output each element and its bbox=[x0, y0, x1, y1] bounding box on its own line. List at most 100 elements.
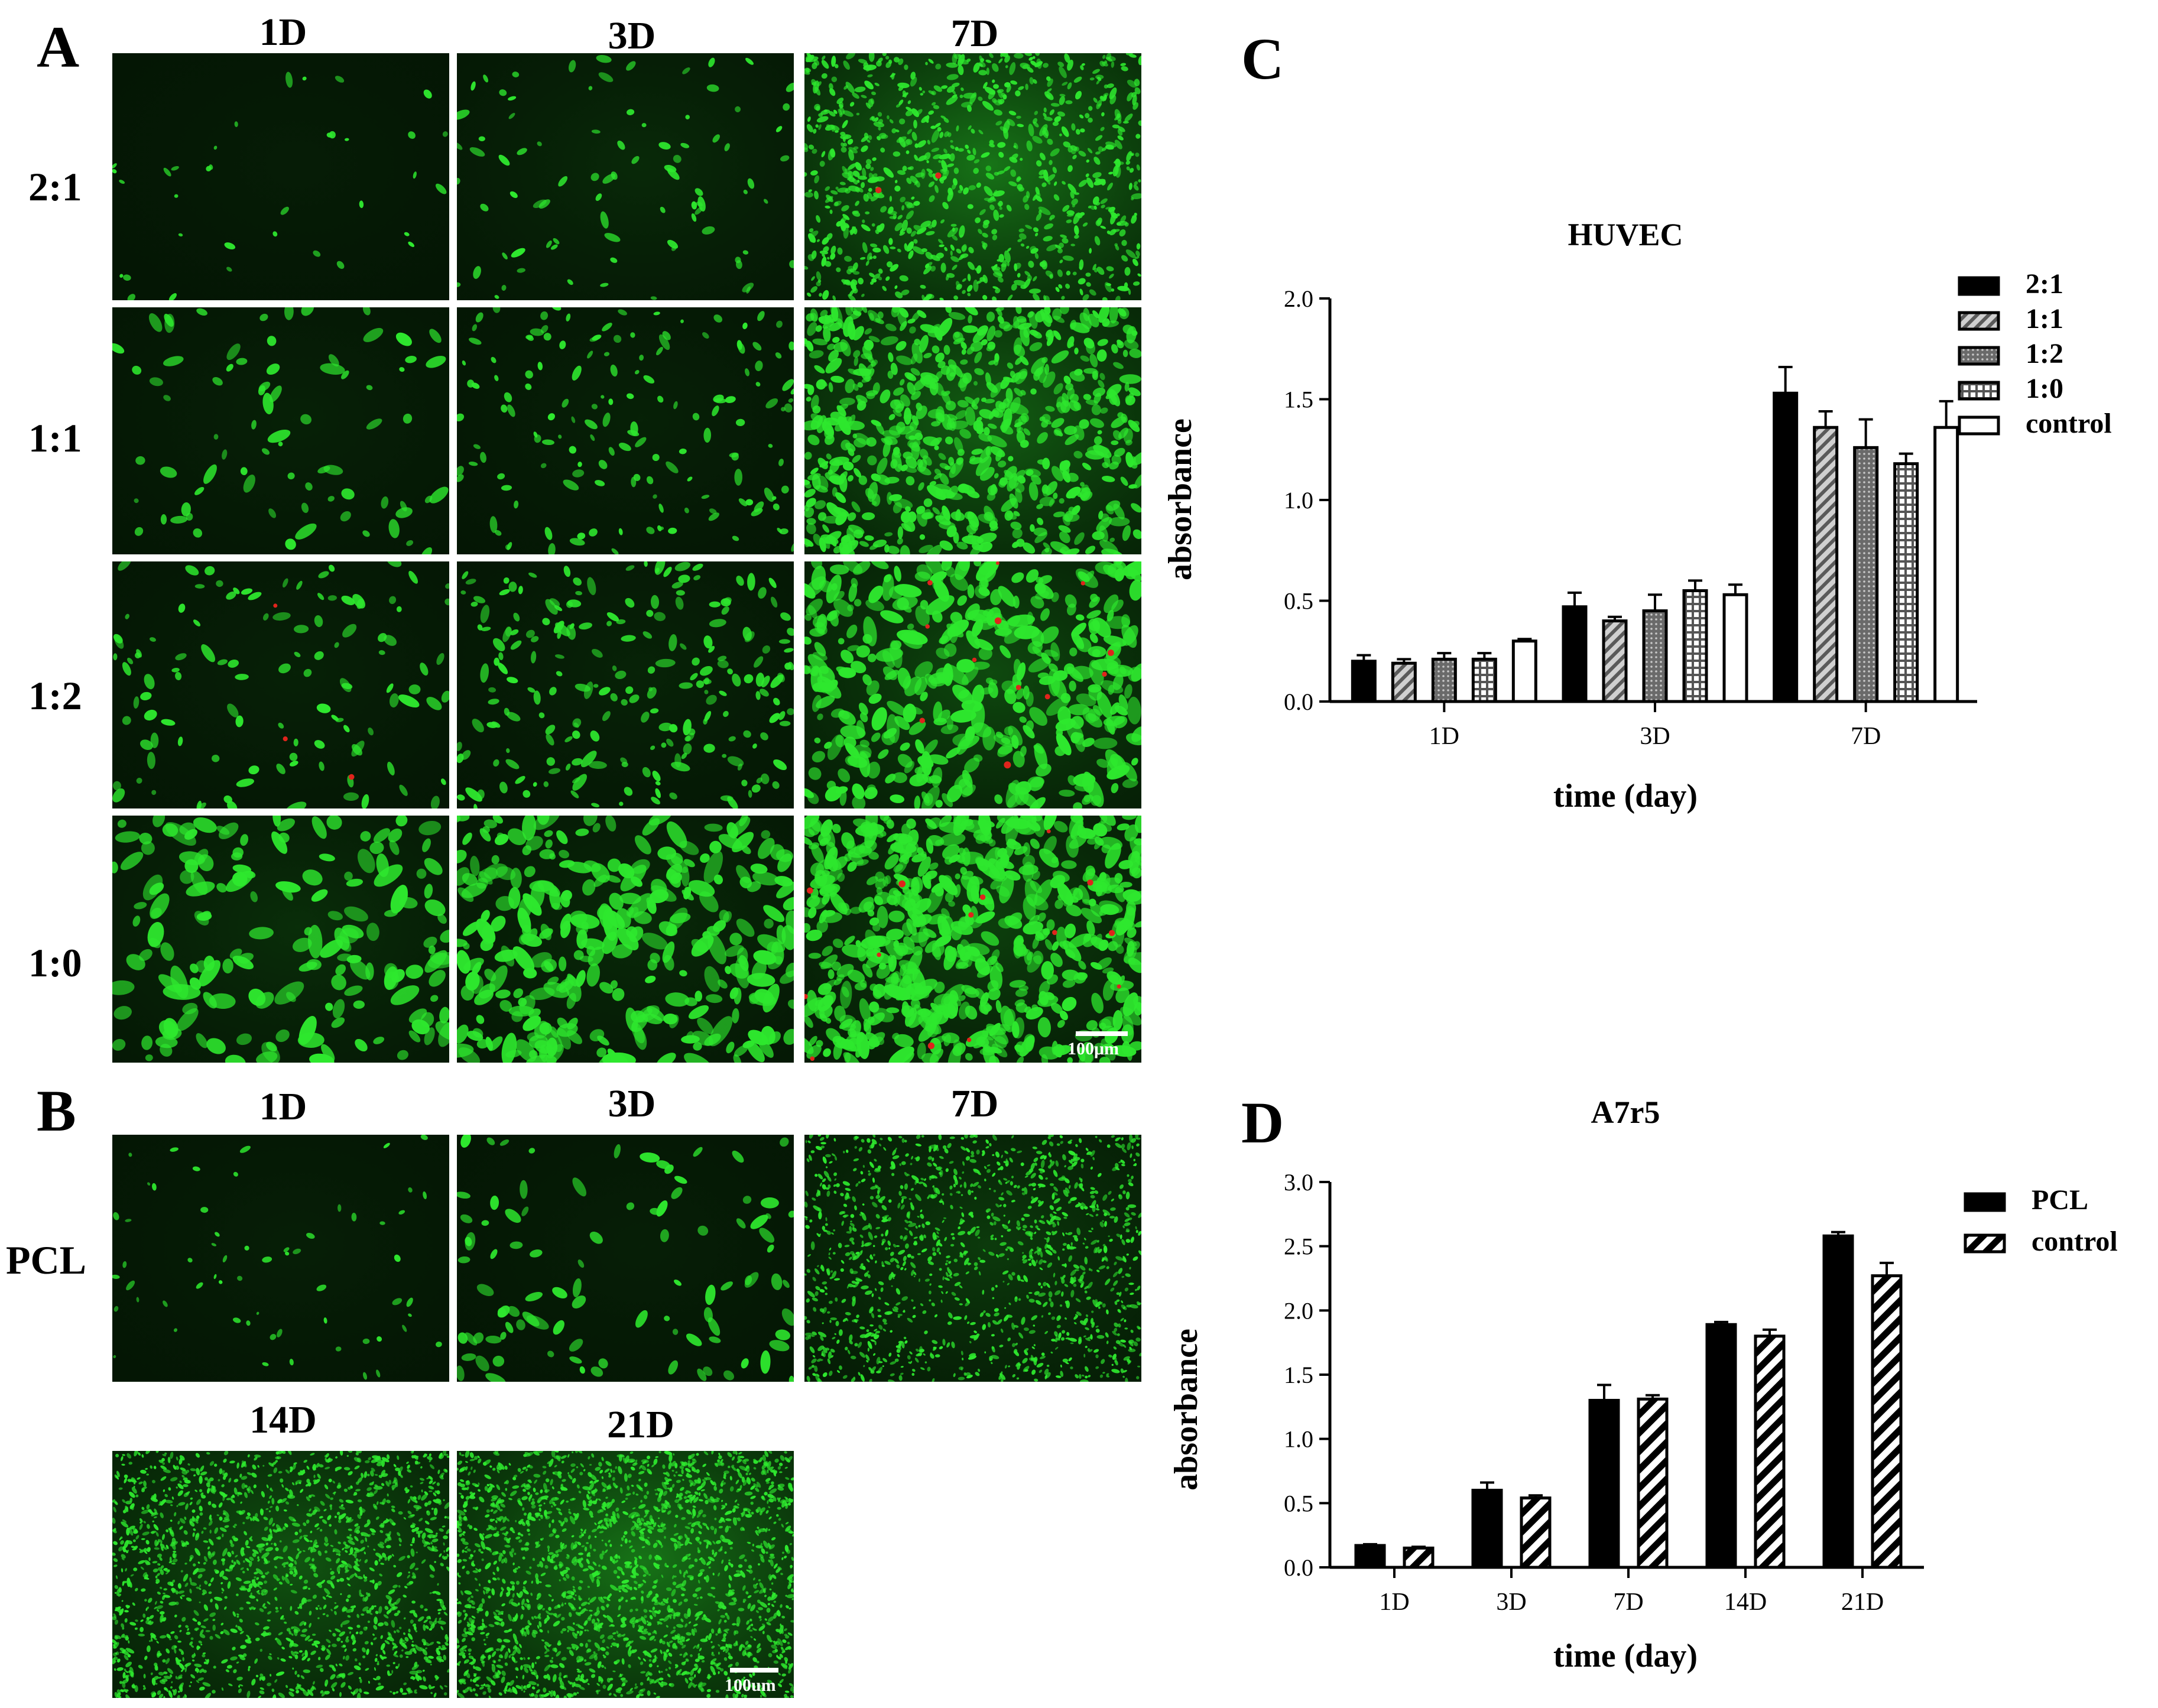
y-tick-label: 0.5 bbox=[1284, 588, 1313, 615]
panel-c-letter: C bbox=[1241, 26, 1284, 92]
bar bbox=[1520, 1496, 1552, 1569]
bar bbox=[1511, 639, 1537, 703]
panel-b-letter: B bbox=[37, 1078, 76, 1144]
micrograph-a-1-0-1d bbox=[112, 816, 449, 1063]
micrograph-a-1-0-7d bbox=[804, 816, 1141, 1063]
panel-b-col-label-1d: 1D bbox=[259, 1085, 307, 1128]
bar bbox=[1754, 1334, 1786, 1569]
micrograph-a-2-1-1d bbox=[112, 53, 449, 300]
legend-label: 1:1 bbox=[2026, 303, 2063, 335]
bar bbox=[1471, 1489, 1503, 1569]
panel-b-scale-bar-label: 100um bbox=[725, 1675, 776, 1695]
bar bbox=[1391, 661, 1417, 703]
x-axis-label: time (day) bbox=[1553, 778, 1698, 814]
micrograph-a-2-1-3d bbox=[457, 53, 794, 300]
panel-d-letter: D bbox=[1241, 1090, 1284, 1155]
bar bbox=[1403, 1546, 1435, 1569]
bar bbox=[1431, 657, 1457, 703]
y-tick-label: 1.0 bbox=[1284, 1426, 1313, 1453]
legend-label: control bbox=[2032, 1226, 2118, 1257]
panel-b-col-label-3d: 3D bbox=[608, 1082, 656, 1125]
legend-label: 1:0 bbox=[2026, 373, 2063, 404]
panel-a-col-label-3d: 3D bbox=[608, 14, 656, 57]
legend-swatch bbox=[1958, 276, 2000, 296]
y-tick-label: 0.0 bbox=[1284, 1554, 1313, 1581]
micrograph-a-1-1-7d bbox=[804, 307, 1141, 554]
chart-a7r5: A7r5 0.0 0.5 1.0 1.5 2.0 2.5 3.0 1D 3D 7D 14D 21D tim… bbox=[1168, 1095, 2118, 1674]
legend-swatch bbox=[1958, 381, 2000, 401]
x-tick-label: 7D bbox=[1613, 1589, 1643, 1616]
micrograph-a-2-1-7d bbox=[804, 53, 1141, 300]
chart-title: A7r5 bbox=[1591, 1095, 1660, 1130]
micrograph-b-pcl-7d bbox=[804, 1135, 1141, 1382]
bar bbox=[1642, 609, 1668, 703]
chart-huvec: HUVEC 0.0 0.5 1.0 1.5 2.0 1D 3D 7D time (day) abso… bbox=[1162, 217, 2112, 814]
micrograph-a-1-1-3d bbox=[457, 307, 794, 554]
x-tick-label: 3D bbox=[1496, 1589, 1526, 1616]
x-tick-label: 7D bbox=[1851, 723, 1881, 750]
panel-b-scale-bar bbox=[730, 1668, 778, 1673]
bar bbox=[1682, 589, 1708, 703]
x-tick-label: 14D bbox=[1724, 1589, 1767, 1616]
panel-a-row-label-1-2: 1:2 bbox=[28, 673, 82, 718]
bar bbox=[1588, 1398, 1620, 1569]
legend-swatch bbox=[1958, 346, 2000, 366]
micrograph-a-1-1-1d bbox=[112, 307, 449, 554]
micrograph-b-pcl-21d bbox=[457, 1451, 794, 1698]
y-axis-label: absorbance bbox=[1162, 418, 1199, 580]
bar bbox=[1822, 1234, 1854, 1569]
bar bbox=[1871, 1274, 1903, 1569]
panel-a-row-label-1-0: 1:0 bbox=[28, 940, 82, 985]
y-tick-label: 2.0 bbox=[1284, 285, 1313, 312]
micrograph-a-1-0-3d bbox=[457, 816, 794, 1063]
bar bbox=[1933, 426, 1959, 703]
bar bbox=[1354, 1544, 1386, 1569]
y-tick-label: 3.0 bbox=[1284, 1169, 1313, 1196]
chart-title: HUVEC bbox=[1568, 217, 1683, 252]
y-tick-label: 1.0 bbox=[1284, 487, 1313, 514]
panel-b-col-label-7d: 7D bbox=[950, 1082, 999, 1125]
micrograph-b-pcl-1d bbox=[112, 1135, 449, 1382]
legend-label: PCL bbox=[2032, 1184, 2088, 1216]
y-tick-label: 0.0 bbox=[1284, 689, 1313, 715]
micrograph-b-pcl-3d bbox=[457, 1135, 794, 1382]
x-tick-label: 1D bbox=[1379, 1589, 1409, 1616]
x-axis-label: time (day) bbox=[1553, 1638, 1698, 1674]
micrograph-a-1-2-7d bbox=[804, 561, 1141, 808]
x-tick-label: 21D bbox=[1841, 1589, 1884, 1616]
x-tick-label: 1D bbox=[1429, 723, 1459, 750]
legend-swatch bbox=[1958, 311, 2000, 331]
legend-swatch bbox=[1958, 415, 2000, 436]
micrograph-b-pcl-14d bbox=[112, 1451, 449, 1698]
panel-a-col-label-7d: 7D bbox=[950, 12, 999, 55]
legend-swatch bbox=[1964, 1192, 2006, 1212]
legend-label: 2:1 bbox=[2026, 268, 2063, 300]
y-axis-label: absorbance bbox=[1168, 1329, 1205, 1491]
bar bbox=[1813, 426, 1839, 703]
x-tick-label: 3D bbox=[1640, 723, 1670, 750]
panel-a-row-label-1-1: 1:1 bbox=[28, 415, 82, 460]
y-tick-label: 2.0 bbox=[1284, 1297, 1313, 1324]
bar bbox=[1471, 657, 1497, 703]
bar bbox=[1562, 605, 1588, 703]
bar bbox=[1722, 593, 1748, 703]
micrograph-a-1-2-3d bbox=[457, 561, 794, 808]
legend-label: control bbox=[2026, 408, 2112, 439]
bar bbox=[1853, 446, 1879, 703]
panel-a-col-label-1d: 1D bbox=[259, 11, 307, 54]
y-tick-label: 1.5 bbox=[1284, 1362, 1313, 1388]
y-tick-label: 1.5 bbox=[1284, 387, 1313, 413]
bar bbox=[1637, 1397, 1669, 1569]
micrograph-a-1-2-1d bbox=[112, 561, 449, 808]
y-tick-label: 2.5 bbox=[1284, 1233, 1313, 1260]
bar bbox=[1893, 462, 1919, 703]
panel-b-col-label-14d: 14D bbox=[249, 1398, 317, 1441]
panel-b-row-label-pcl: PCL bbox=[6, 1238, 86, 1282]
bar bbox=[1351, 660, 1377, 703]
y-tick-label: 0.5 bbox=[1284, 1490, 1313, 1517]
bar bbox=[1602, 619, 1628, 703]
panel-b-col-label-21d: 21D bbox=[607, 1403, 674, 1446]
legend-label: 1:2 bbox=[2026, 338, 2063, 369]
panel-a-row-label-2-1: 2:1 bbox=[28, 164, 82, 209]
panel-a-scale-bar bbox=[1076, 1031, 1128, 1036]
